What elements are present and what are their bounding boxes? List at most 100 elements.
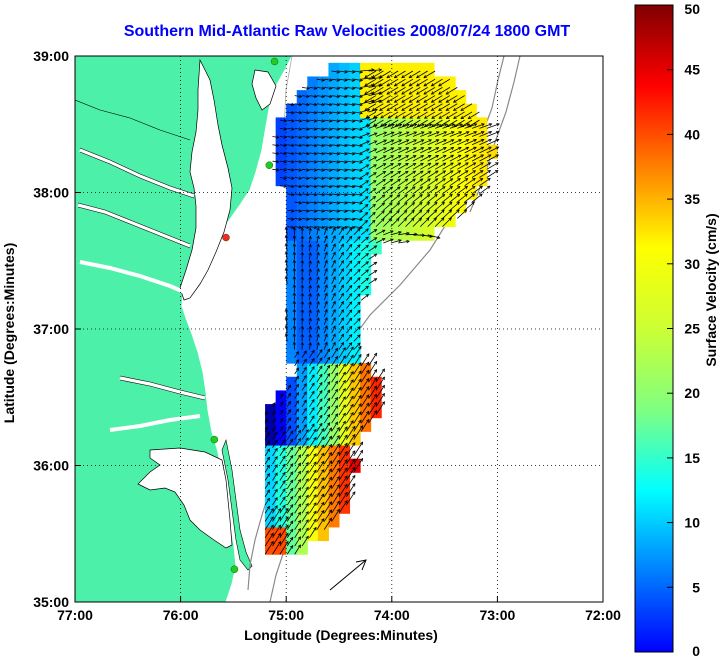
velocity-vector-head [340,317,344,321]
velocity-vector [434,217,445,227]
velocity-vector-head [297,478,301,483]
velocity-vector [301,495,309,506]
velocity-vector [279,119,287,122]
velocity-vector [316,452,325,465]
velocity-vector-head [336,475,340,480]
velocity-vector [286,512,294,522]
velocity-vector-head [387,123,392,127]
velocity-vector-head [438,115,443,119]
radar-stations [210,57,279,573]
velocity-vector [301,185,310,188]
velocity-vector-head [344,225,348,230]
velocity-vector [279,177,287,179]
velocity-vector-head [496,123,500,127]
velocity-vector-head [348,243,353,248]
velocity-vector-head [344,143,348,148]
barrier-islands [221,438,253,571]
velocity-vector-head [487,154,492,158]
velocity-vector-head [321,102,326,107]
velocity-vector [301,375,307,383]
velocity-vector [309,445,317,457]
velocity-vector-head [351,209,356,213]
velocity-cell [307,90,319,105]
velocity-cell [328,212,340,228]
velocity-cell [265,485,277,501]
x-ticks: 77:00 76:00 75:00 74:00 73:00 72:00 [57,596,621,623]
velocity-vector-head [283,127,288,131]
velocity-vector-head [365,252,369,257]
velocity-vector [360,419,370,432]
velocity-vector [294,144,302,147]
velocity-vector [353,136,363,139]
x-tick-label: 77:00 [57,607,93,623]
velocity-vector [316,493,325,506]
velocity-vector-head [298,184,303,189]
velocity-vector [323,414,331,424]
velocity-vector-head [433,217,437,222]
velocity-cell [296,458,308,473]
velocity-vector [346,119,355,122]
velocity-vector-head [426,201,431,206]
velocity-vector [316,276,320,285]
velocity-cell [402,158,414,173]
velocity-cell [307,240,319,255]
velocity-vector-head [351,70,356,74]
velocity-vector [316,357,323,367]
velocity-vector-head [403,217,407,222]
velocity-vector-head [328,484,333,489]
velocity-vector-head [412,186,416,190]
velocity-vector-head [344,102,348,107]
velocity-vector-head [396,210,400,214]
velocity-vector [346,458,356,473]
velocity-vector-head [442,178,446,182]
velocity-vector [331,95,340,98]
velocity-vector [375,218,385,227]
velocity-vector-head [401,107,405,111]
velocity-vector [331,356,338,367]
velocity-vector-head [270,532,274,537]
velocity-vector-head [274,480,278,485]
velocity-vector [346,475,356,489]
velocity-vector [285,268,288,276]
velocity-vector [346,144,355,147]
velocity-vector-head [418,217,422,222]
velocity-vector [338,209,348,212]
velocity-vector-head [313,184,318,189]
velocity-vector [431,119,443,127]
velocity-cell [434,117,446,132]
velocity-cell [307,308,319,323]
velocity-vector-head [313,192,318,197]
velocity-vector [285,276,288,285]
velocity-vector [387,119,399,127]
velocity-vector-head [471,193,476,198]
velocity-vector [449,154,462,162]
velocity-vector [301,424,307,432]
velocity-vector [279,401,284,408]
velocity-vector-head [298,217,303,221]
velocity-cell [465,172,477,187]
velocity-vector-head [398,147,402,151]
velocity-vector [338,347,346,358]
velocity-vector [412,170,424,178]
velocity-vector-head [334,380,338,385]
velocity-cell [286,117,298,132]
velocity-vector-head [306,151,310,156]
velocity-vector-head [420,131,425,135]
velocity-vector-head [410,217,415,222]
velocity-vector [346,404,354,416]
velocity-vector [417,111,428,119]
velocity-vector-head [283,168,288,172]
x-tick-label: 74:00 [374,607,410,623]
velocity-vector [368,237,377,244]
velocity-vector-head [295,375,299,380]
velocity-vector-head [336,443,340,447]
velocity-vector [360,180,369,187]
velocity-vector [279,480,286,489]
velocity-vector [338,413,346,424]
velocity-vector-head [449,170,454,174]
velocity-vector [323,476,332,489]
velocity-vector [383,238,394,244]
velocity-vector-head [408,74,413,79]
velocity-vector [346,387,354,399]
velocity-vector [309,285,311,293]
